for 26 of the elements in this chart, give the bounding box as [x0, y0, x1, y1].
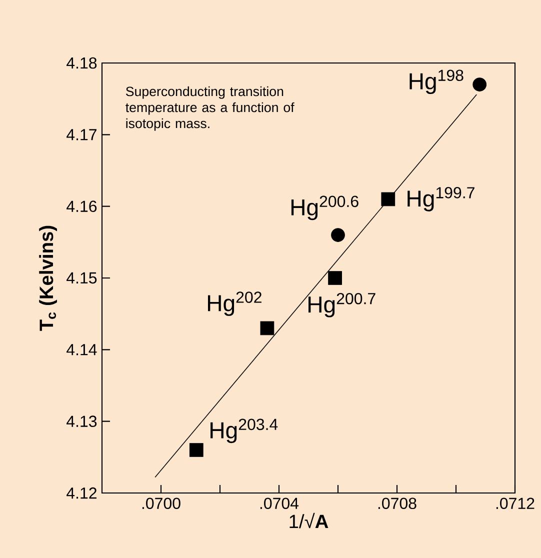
y-tick-label: 4.15 — [66, 272, 97, 284]
annotation: Superconducting transition temperature as a function of isotopic mass. — [126, 86, 294, 131]
y-tick-label: 4.17 — [66, 129, 96, 140]
y-tick-label: 4.13 — [66, 416, 97, 427]
point — [472, 78, 487, 92]
point — [328, 271, 342, 285]
x-axis-title: 1/√A — [290, 512, 328, 528]
annotation: Hg$^{202}$ — [208, 292, 262, 316]
y-tick-label: 4.12 — [66, 487, 96, 499]
y-tick-label: 4.16 — [66, 200, 97, 212]
y-tick-label: 4.14 — [66, 344, 97, 356]
annotation: Hg$^{198}$ — [410, 70, 464, 94]
point — [331, 228, 345, 242]
x-tick-label: .0708 — [378, 498, 416, 510]
y-tick-label: 4.18 — [66, 57, 97, 69]
annotation: Hg$^{200.7}$ — [308, 292, 376, 318]
x-tick-label: .0700 — [142, 498, 180, 510]
point — [260, 321, 274, 336]
annotation: Hg$^{200.6}$ — [291, 196, 358, 220]
point — [381, 192, 396, 206]
point — [189, 443, 204, 457]
y-axis-title: T$_{c}$ (Kelvins) — [39, 226, 57, 331]
annotation: Hg$^{203.4}$ — [210, 418, 278, 444]
annotation: Hg$^{199.7}$ — [408, 187, 474, 212]
x-tick-label: .0704 — [260, 498, 299, 510]
x-tick-label: .0712 — [496, 498, 534, 510]
